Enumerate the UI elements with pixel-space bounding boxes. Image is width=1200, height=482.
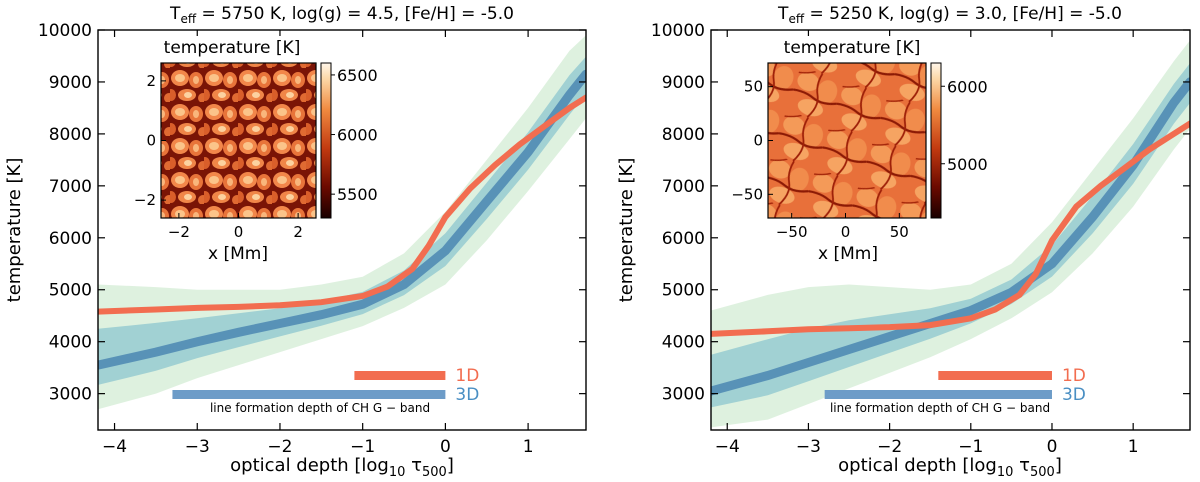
y-tick-label: 7000 [49, 177, 92, 197]
x-tick-label: 1 [523, 437, 534, 457]
colorbar-tick-label: 6000 [337, 126, 378, 145]
inset-y-tick-label: −50 [731, 185, 763, 203]
right-axes-frame [710, 29, 1191, 431]
left-axes-frame [97, 29, 587, 431]
left-x-axis-label: optical depth [log10 τ500] [230, 455, 454, 480]
right-inset-ticks: −50 0 50 −50 0 50 5000 6000 [731, 77, 987, 241]
right-3d-legend-label: 3D [1062, 385, 1086, 405]
right-panel: Teff = 5250 K, log(g) = 3.0, [Fe/H] = -5… [616, 4, 1191, 480]
inset-x-tick-label: −2 [168, 223, 190, 241]
y-tick-label: 10000 [38, 21, 92, 41]
left-inset-ticks: −2 0 2 −2 0 2 5500 6000 6500 [134, 66, 378, 241]
left-1d-formation-bar [354, 371, 446, 380]
y-tick-label: 9000 [662, 73, 705, 93]
left-1d-model-line [98, 94, 586, 315]
y-tick-label: 3000 [49, 385, 92, 405]
right-title: Teff = 5250 K, log(g) = 3.0, [Fe/H] = -5… [777, 4, 1122, 26]
x-tick-label: 0 [440, 437, 451, 457]
right-x-axis-label: optical depth [log10 τ500] [838, 455, 1062, 480]
x-tick-label: −1 [958, 437, 983, 457]
y-tick-label: 4000 [662, 333, 705, 353]
colorbar-tick-label: 5500 [337, 185, 378, 204]
left-inset-x-label: x [Mm] [208, 244, 268, 264]
x-tick-label: −1 [350, 437, 375, 457]
y-tick-label: 5000 [662, 281, 705, 301]
left-title: Teff = 5750 K, log(g) = 4.5, [Fe/H] = -5… [169, 4, 514, 26]
x-tick-label: 0 [1047, 437, 1058, 457]
inset-y-tick-label: −2 [134, 191, 156, 209]
left-3d-formation-bar [172, 390, 446, 399]
inset-y-tick-label: 0 [146, 132, 156, 150]
y-tick-label: 6000 [49, 229, 92, 249]
y-tick-label: 10000 [651, 21, 705, 41]
left-inset-colorbar [320, 62, 332, 219]
inset-y-tick-label: 2 [146, 72, 156, 90]
colorbar-tick-label: 6500 [337, 66, 378, 85]
colorbar-tick-label: 5000 [947, 155, 988, 174]
inset-x-tick-label: 0 [234, 223, 244, 241]
y-tick-label: 8000 [662, 125, 705, 145]
inset-y-tick-label: 0 [753, 132, 763, 150]
left-formation-caption: line formation depth of CH G − band [210, 401, 430, 415]
right-3d-density-core [711, 63, 1190, 408]
right-1d-formation-bar [938, 371, 1052, 380]
left-3d-density-ridge [98, 69, 586, 370]
right-formation-caption: line formation depth of CH G − band [830, 401, 1050, 415]
x-tick-label: −2 [267, 437, 292, 457]
right-inset-x-label: x [Mm] [818, 244, 878, 264]
x-tick-label: −3 [796, 437, 821, 457]
left-inset: temperature [K] −2 0 2 −2 0 2 5500 6000 6500 x [… [134, 36, 378, 268]
left-3d-legend-label: 3D [455, 385, 479, 405]
left-x-ticks: −4 −3 −2 −1 0 1 [102, 30, 534, 457]
left-inset-granulation-image [160, 62, 317, 219]
x-tick-label: −4 [102, 437, 127, 457]
y-tick-label: 6000 [662, 229, 705, 249]
right-inset-colorbar [930, 62, 942, 219]
y-tick-label: 5000 [49, 281, 92, 301]
right-1d-legend-label: 1D [1062, 366, 1086, 386]
x-tick-label: −4 [715, 437, 740, 457]
inset-x-tick-label: −50 [776, 223, 808, 241]
inset-x-tick-label: 0 [841, 223, 851, 241]
right-inset: temperature [K] −50 0 50 −50 0 50 5000 6000 x [… [731, 36, 988, 268]
y-tick-label: 4000 [49, 333, 92, 353]
left-y-ticks: 3000 4000 5000 6000 7000 8000 9000 10000 [38, 21, 586, 405]
right-inset-title: temperature [K] [784, 38, 921, 58]
y-tick-label: 3000 [662, 385, 705, 405]
left-1d-legend-label: 1D [455, 366, 479, 386]
left-inset-title: temperature [K] [164, 38, 301, 58]
right-y-axis-label: temperature [K] [616, 158, 637, 303]
right-3d-formation-bar [824, 390, 1052, 399]
left-panel: Teff = 5750 K, log(g) = 4.5, [Fe/H] = -5… [4, 4, 587, 480]
inset-y-tick-label: 50 [744, 78, 763, 96]
colorbar-tick-label: 6000 [947, 77, 988, 96]
y-tick-label: 8000 [49, 125, 92, 145]
left-y-axis-label: temperature [K] [4, 158, 25, 303]
x-tick-label: −3 [185, 437, 210, 457]
right-inset-granulation-image [767, 62, 927, 219]
inset-x-tick-label: 2 [293, 223, 303, 241]
inset-x-tick-label: 50 [890, 223, 909, 241]
y-tick-label: 7000 [662, 177, 705, 197]
x-tick-label: −2 [877, 437, 902, 457]
y-tick-label: 9000 [49, 73, 92, 93]
right-1d-model-line [711, 120, 1190, 337]
right-x-ticks: −4 −3 −2 −1 0 1 [715, 30, 1139, 457]
x-tick-label: 1 [1128, 437, 1139, 457]
